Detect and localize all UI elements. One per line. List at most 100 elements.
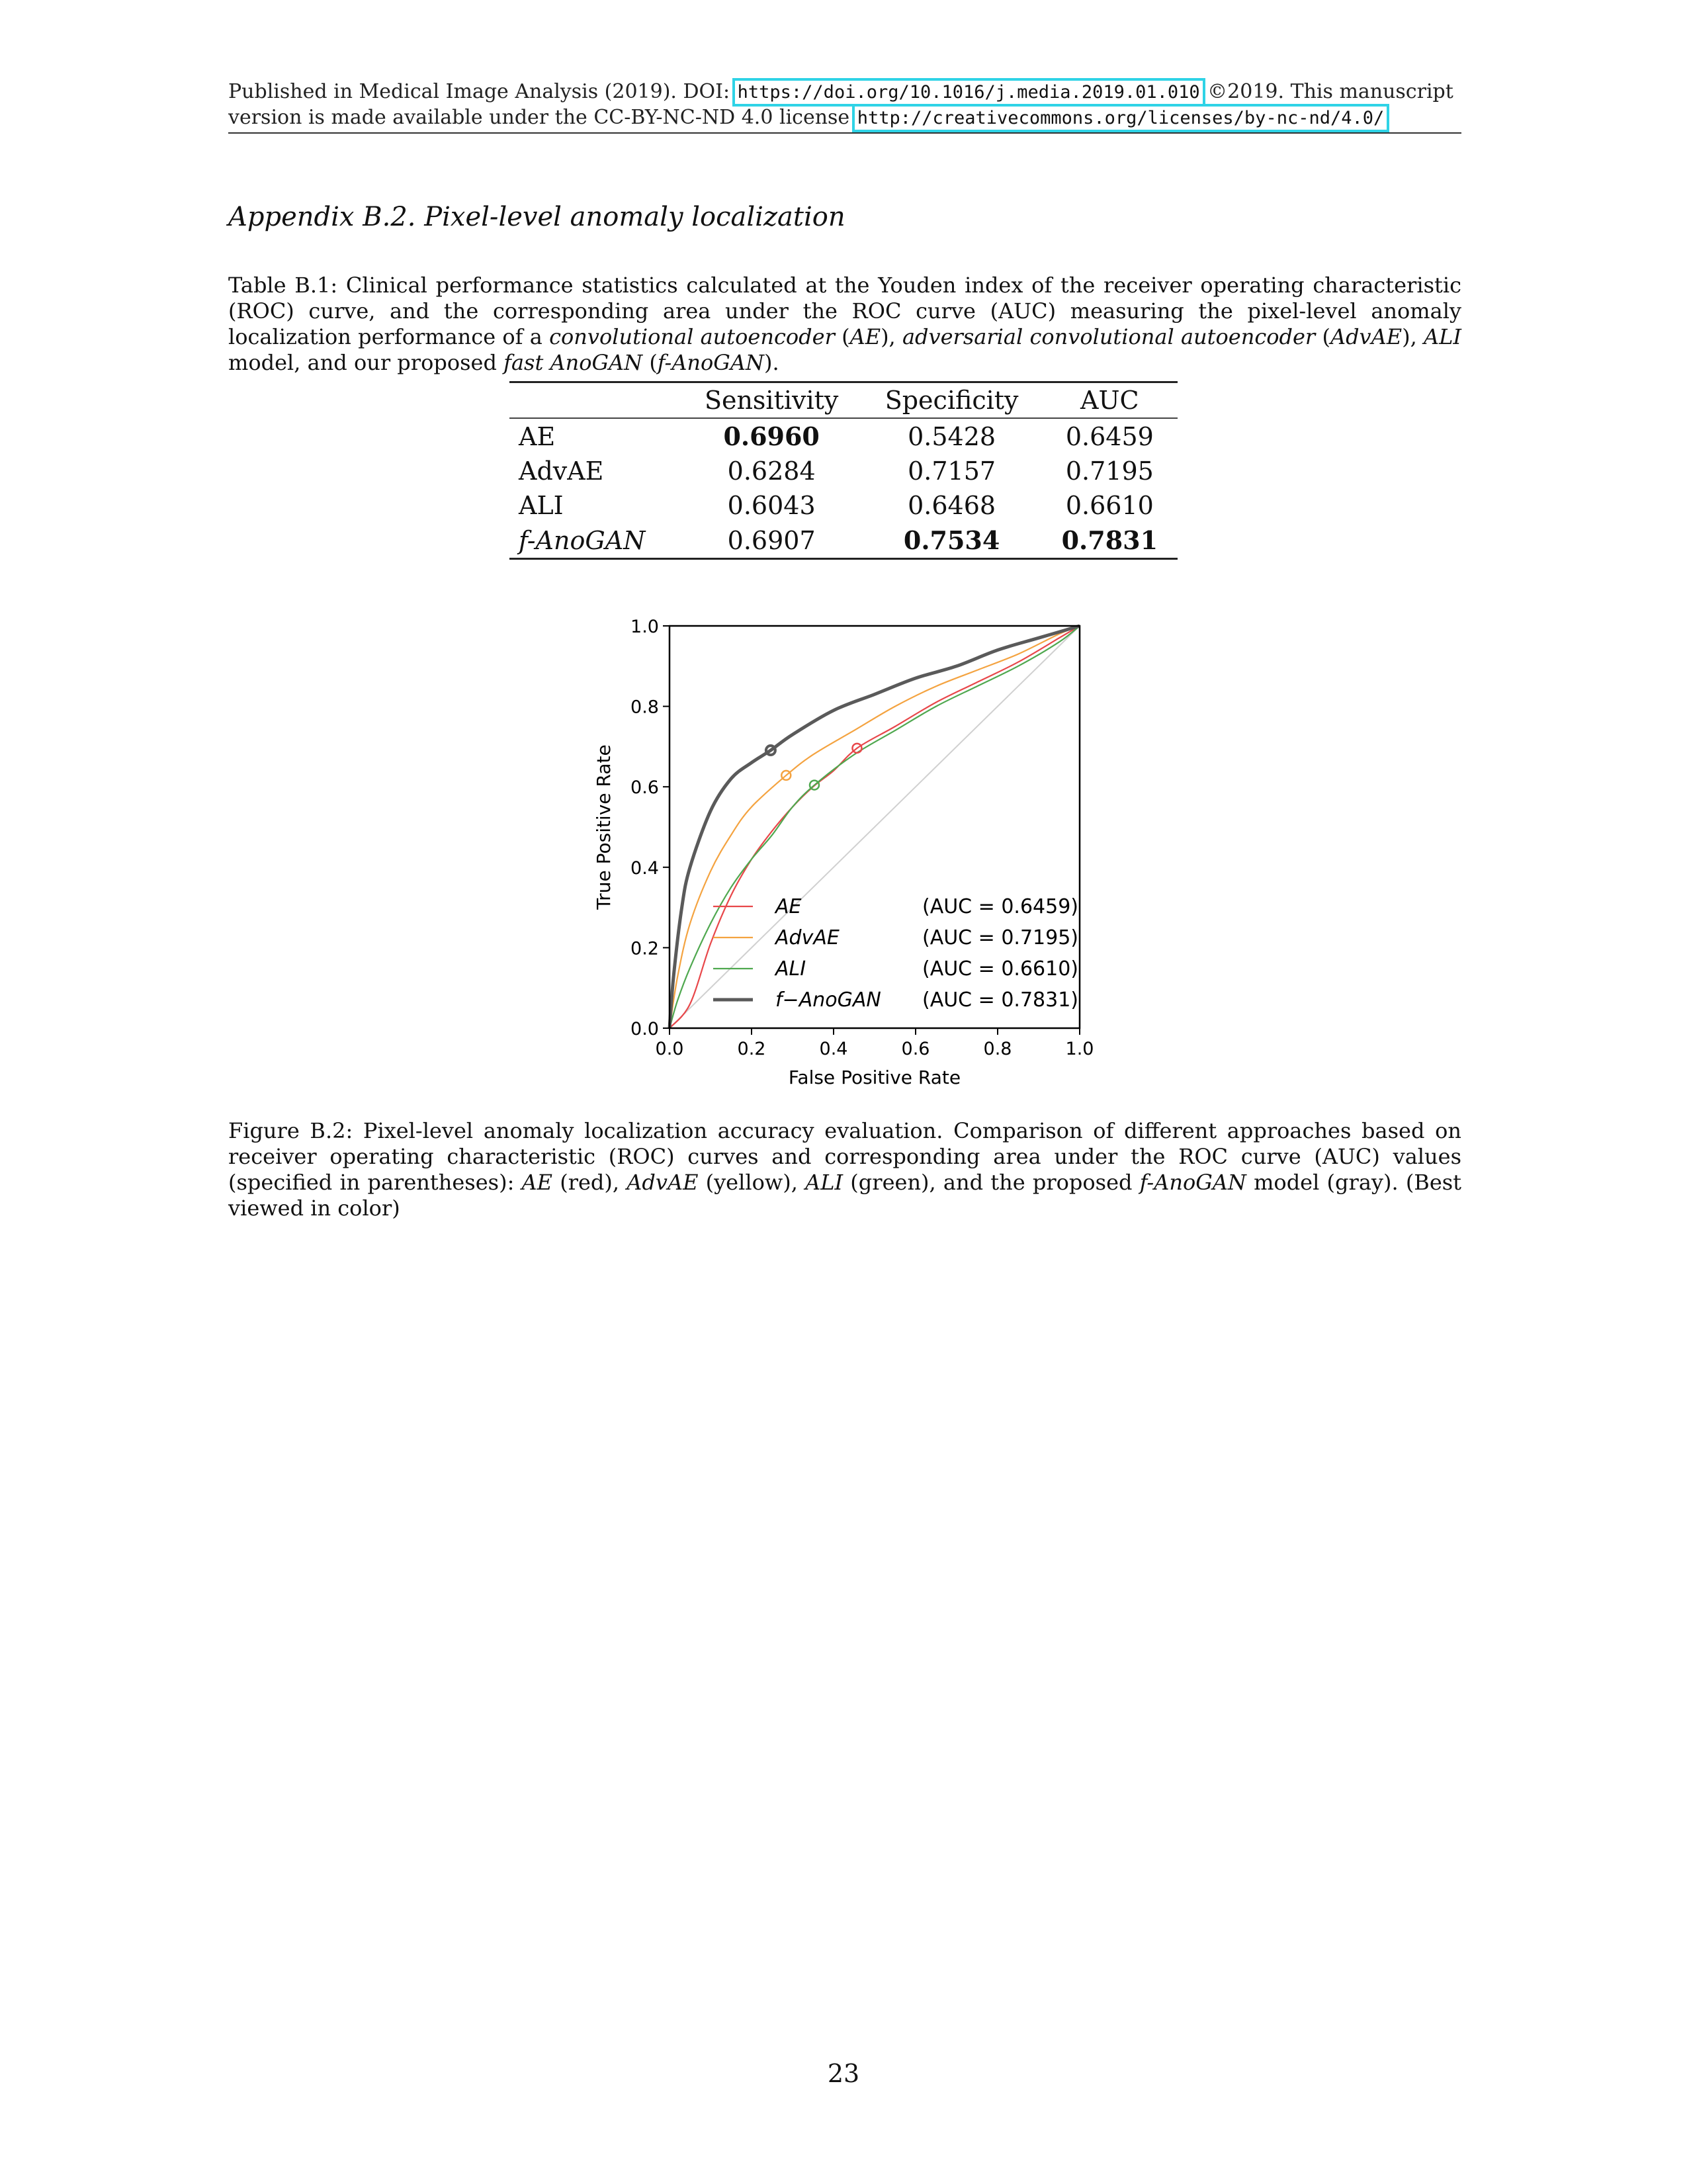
youden-marker-ae bbox=[851, 742, 863, 754]
doi-link[interactable]: https://doi.org/10.1016/j.media.2019.01.… bbox=[732, 78, 1205, 107]
table-row: AE 0.6960 0.5428 0.6459 bbox=[509, 418, 1178, 454]
x-tick-label: 0.6 bbox=[902, 1039, 930, 1059]
figure-caption: Figure B.2: Pixel-level anomaly localiza… bbox=[228, 1118, 1461, 1221]
x-tick-label: 0.8 bbox=[984, 1039, 1012, 1059]
table-row: f-AnoGAN 0.6907 0.7534 0.7831 bbox=[509, 523, 1178, 559]
table-header-cell bbox=[509, 382, 681, 419]
model-name-cell: f-AnoGAN bbox=[519, 525, 646, 555]
table-caption-text: Clinical performance statistics calculat… bbox=[228, 273, 1462, 349]
y-tick-label: 0.4 bbox=[630, 858, 659, 879]
x-tick-label: 0.4 bbox=[820, 1039, 848, 1059]
legend-value-ali: (AUC = 0.6610) bbox=[922, 957, 1078, 981]
auc-cell: 0.6610 bbox=[1065, 491, 1154, 520]
x-axis-label: False Positive Rate bbox=[789, 1067, 961, 1088]
table-caption: Table B.1: Clinical performance statisti… bbox=[228, 273, 1461, 376]
specificity-cell: 0.6468 bbox=[908, 491, 996, 520]
model-name-cell: AdvAE bbox=[519, 457, 604, 486]
table-caption-text: ). bbox=[763, 350, 779, 375]
x-axis-ticks: 0.0 0.2 0.4 0.6 0.8 1.0 bbox=[656, 1028, 1094, 1059]
table-caption-term: AE bbox=[849, 324, 881, 349]
roc-chart: 0.0 0.2 0.4 0.6 0.8 1.0 0.0 0.2 0.4 0.6 0.8 1.0 Fa… bbox=[593, 617, 1094, 1088]
sensitivity-cell: 0.6960 bbox=[723, 421, 820, 451]
license-link[interactable]: http://creativecommons.org/licenses/by-n… bbox=[851, 104, 1390, 132]
table-caption-text: model, and our proposed bbox=[228, 350, 504, 375]
model-name-cell: ALI bbox=[519, 491, 564, 520]
youden-marker-advae bbox=[781, 769, 792, 781]
header-journal-text: Published in Medical Image Analysis (201… bbox=[228, 80, 736, 103]
legend-label-ae: AE bbox=[774, 895, 802, 918]
x-tick-label: 0.0 bbox=[656, 1039, 684, 1059]
specificity-cell: 0.7534 bbox=[903, 525, 1000, 555]
results-table: Sensitivity Specificity AUC AE 0.6960 0.… bbox=[509, 381, 1178, 560]
table-caption-term: f-AnoGAN bbox=[657, 350, 764, 375]
table-caption-text: ( bbox=[1315, 324, 1330, 349]
roc-curve-advae bbox=[668, 625, 1080, 1029]
diagonal-line bbox=[669, 625, 1080, 1029]
y-tick-label: 0.6 bbox=[630, 777, 659, 798]
figure-caption-text: (red), bbox=[552, 1170, 627, 1195]
figure-caption-term: f-AnoGAN bbox=[1139, 1170, 1246, 1195]
x-tick-label: 1.0 bbox=[1066, 1039, 1094, 1059]
auc-cell: 0.6459 bbox=[1065, 421, 1154, 451]
figure-caption-text: Pixel-level anomaly localization accurac… bbox=[228, 1118, 1462, 1195]
roc-curves bbox=[668, 624, 1080, 1029]
specificity-cell: 0.7157 bbox=[908, 457, 996, 486]
table-header-cell: Specificity bbox=[861, 382, 1042, 419]
table-header-row: Sensitivity Specificity AUC bbox=[509, 382, 1178, 419]
table-row: ALI 0.6043 0.6468 0.6610 bbox=[509, 488, 1178, 523]
figure-caption-text: (green), and the proposed bbox=[843, 1170, 1140, 1195]
figure-caption-term: ALI bbox=[805, 1170, 844, 1195]
legend-value-advae: (AUC = 0.7195) bbox=[922, 926, 1078, 949]
youden-markers bbox=[764, 742, 863, 791]
table-caption-text: ), bbox=[1402, 324, 1424, 349]
table-caption-term: fast AnoGAN bbox=[503, 350, 643, 375]
figure-caption-label: Figure B.2: bbox=[228, 1118, 353, 1143]
legend-label-ali: ALI bbox=[774, 957, 806, 981]
table-row: AdvAE 0.6284 0.7157 0.7195 bbox=[509, 454, 1178, 488]
legend-value-ae: (AUC = 0.6459) bbox=[922, 895, 1078, 918]
table-header-cell: AUC bbox=[1041, 382, 1178, 419]
y-axis-label: True Positive Rate bbox=[593, 744, 615, 910]
youden-marker-ali bbox=[808, 779, 820, 791]
table-caption-term: ALI bbox=[1424, 324, 1461, 349]
x-tick-label: 0.2 bbox=[738, 1039, 766, 1059]
legend-label-advae: AdvAE bbox=[774, 926, 840, 949]
auc-cell: 0.7195 bbox=[1065, 457, 1154, 486]
plot-frame bbox=[668, 625, 1081, 1029]
section-title: Appendix B.2. Pixel-level anomaly locali… bbox=[228, 202, 845, 232]
model-name-cell: AE bbox=[519, 421, 556, 451]
header-divider bbox=[228, 132, 1461, 134]
header-license-text: version is made available under the CC-B… bbox=[228, 106, 856, 129]
table-caption-text: ( bbox=[642, 350, 658, 375]
header-copyright-text: ©2019. This manuscript bbox=[1201, 80, 1453, 103]
table-caption-text: ( bbox=[834, 324, 850, 349]
y-tick-label: 1.0 bbox=[630, 617, 659, 637]
sensitivity-cell: 0.6284 bbox=[727, 457, 816, 486]
figure-caption-text: (yellow), bbox=[698, 1170, 806, 1195]
table-header-cell: Sensitivity bbox=[681, 382, 862, 419]
legend-value-f-anogan: (AUC = 0.7831) bbox=[922, 988, 1078, 1012]
y-axis-ticks: 0.0 0.2 0.4 0.6 0.8 1.0 bbox=[630, 617, 670, 1039]
diagonal-reference bbox=[669, 625, 1080, 1029]
figure-caption-text: model (gray). (Best viewed in color) bbox=[228, 1170, 1462, 1221]
table-caption-term: adversarial convolutional autoencoder bbox=[902, 324, 1316, 349]
specificity-cell: 0.5428 bbox=[908, 421, 996, 451]
page-number: 23 bbox=[827, 2059, 860, 2088]
sensitivity-cell: 0.6907 bbox=[727, 525, 816, 555]
table-caption-text: ), bbox=[881, 324, 902, 349]
auc-cell: 0.7831 bbox=[1061, 525, 1158, 555]
roc-curve-ali bbox=[668, 625, 1080, 1029]
sensitivity-cell: 0.6043 bbox=[727, 491, 816, 520]
figure-caption-term: AdvAE bbox=[627, 1170, 699, 1195]
chart-legend: AE (AUC = 0.6459) AdvAE (AUC = 0.7195) ALI (A… bbox=[713, 895, 1078, 1012]
table-caption-term: AdvAE bbox=[1330, 324, 1403, 349]
y-tick-label: 0.0 bbox=[630, 1019, 659, 1039]
figure-caption-term: AE bbox=[521, 1170, 553, 1195]
roc-curve-ae bbox=[669, 625, 1080, 1029]
youden-marker-f-anogan bbox=[764, 744, 777, 757]
roc-curve-f-anogan bbox=[668, 624, 1080, 1029]
table-caption-label: Table B.1: bbox=[228, 273, 338, 298]
table-caption-term: convolutional autoencoder bbox=[549, 324, 835, 349]
legend-label-f-anogan: f−AnoGAN bbox=[775, 988, 881, 1012]
y-tick-label: 0.8 bbox=[630, 697, 659, 718]
